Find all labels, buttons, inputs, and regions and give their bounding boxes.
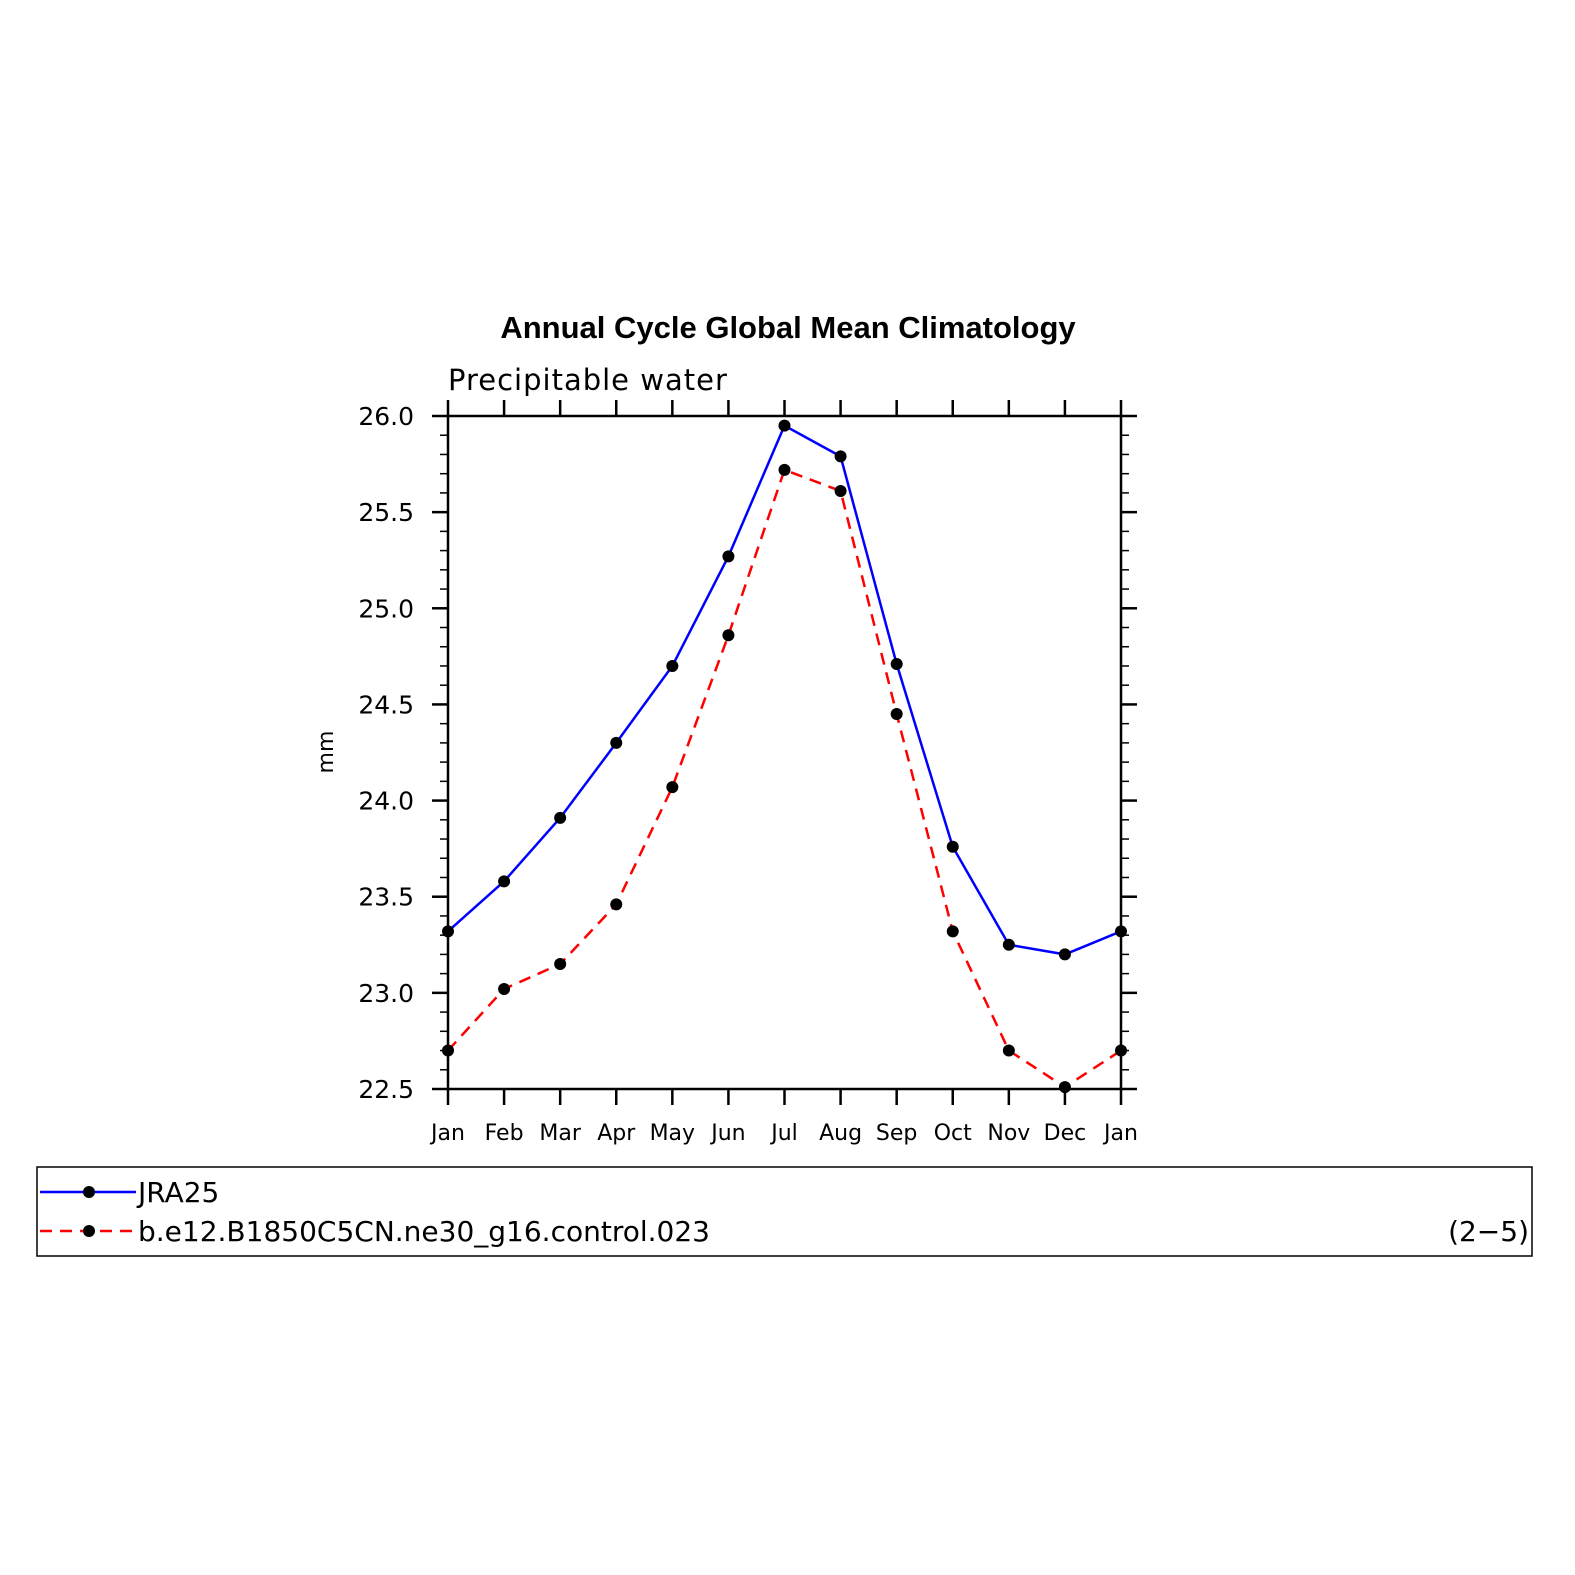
data-point-model (834, 484, 847, 497)
axis-ticks (432, 400, 1137, 1105)
legend-marker-jra25 (83, 1186, 95, 1198)
data-point-model (1002, 1044, 1015, 1057)
data-point-jra25 (498, 875, 511, 888)
y-tick-label: 25.5 (358, 498, 414, 527)
data-point-jra25 (442, 925, 454, 938)
data-point-model (1058, 1081, 1071, 1094)
data-point-jra25 (834, 450, 847, 463)
data-point-model (722, 629, 735, 642)
legend-label-model: b.e12.B1850C5CN.ne30_g16.control.023 (138, 1215, 710, 1248)
x-tick-label: Aug (819, 1121, 862, 1146)
chart-subtitle: Precipitable water (448, 363, 728, 397)
x-tick-label: Jan (429, 1121, 465, 1146)
x-tick-labels: Jan Feb Mar Apr May Jun Jul Aug Sep Oct Nov Dec Jan (429, 1121, 1138, 1146)
series-lines (447, 423, 1122, 1089)
plot-area: 22.5 23.0 23.5 24.0 24.5 25.0 25.5 26.0 Jan Feb M… (358, 400, 1138, 1146)
data-point-jra25 (1115, 925, 1127, 938)
legend-box (36, 1166, 1533, 1257)
data-point-model (498, 983, 511, 996)
series-points (442, 419, 1127, 1094)
data-point-jra25 (890, 658, 903, 671)
data-point-jra25 (946, 840, 959, 853)
y-tick-labels: 22.5 23.0 23.5 24.0 24.5 25.0 25.5 26.0 (358, 402, 414, 1104)
plot-frame (446, 414, 1123, 1091)
data-point-jra25 (666, 659, 679, 672)
legend-marker-model (83, 1225, 95, 1237)
data-point-model (554, 958, 567, 971)
chart-title: Annual Cycle Global Mean Climatology (500, 310, 1076, 345)
series-line-jra25 (447, 423, 1122, 956)
data-point-model (778, 463, 791, 476)
data-point-jra25 (610, 736, 623, 749)
y-tick-label: 22.5 (358, 1075, 414, 1104)
legend-label-jra25: JRA25 (136, 1176, 219, 1209)
x-tick-label: Oct (934, 1121, 972, 1146)
x-tick-label: Apr (597, 1121, 636, 1146)
x-tick-label: May (650, 1121, 695, 1146)
x-tick-label: Feb (485, 1121, 524, 1146)
data-point-jra25 (1058, 948, 1071, 961)
x-tick-label: Jul (769, 1121, 798, 1146)
data-point-jra25 (554, 811, 567, 824)
data-point-model (666, 781, 679, 794)
panel-label: (2−5) (1448, 1215, 1529, 1248)
data-point-model (1115, 1044, 1127, 1057)
y-axis-label: mm (314, 731, 339, 774)
data-point-model (610, 898, 623, 911)
y-tick-label: 24.5 (358, 690, 414, 719)
x-tick-label: Jan (1102, 1121, 1138, 1146)
x-tick-label: Dec (1044, 1121, 1087, 1146)
x-tick-label: Sep (876, 1121, 917, 1146)
series-line-model (447, 468, 1122, 1089)
data-point-model (946, 925, 959, 938)
data-point-jra25 (1002, 938, 1015, 951)
data-point-jra25 (778, 419, 791, 432)
data-point-model (442, 1044, 454, 1057)
legend: JRA25 b.e12.B1850C5CN.ne30_g16.control.0… (36, 1166, 1533, 1257)
x-tick-label: Jun (709, 1121, 745, 1146)
y-tick-label: 26.0 (358, 402, 414, 431)
y-tick-label: 23.0 (358, 979, 414, 1008)
y-tick-label: 23.5 (358, 883, 414, 912)
x-tick-label: Mar (539, 1121, 581, 1146)
data-point-model (890, 708, 903, 721)
x-tick-label: Nov (987, 1121, 1030, 1146)
data-point-jra25 (722, 550, 735, 563)
y-tick-label: 24.0 (358, 787, 414, 816)
y-tick-label: 25.0 (358, 594, 414, 623)
